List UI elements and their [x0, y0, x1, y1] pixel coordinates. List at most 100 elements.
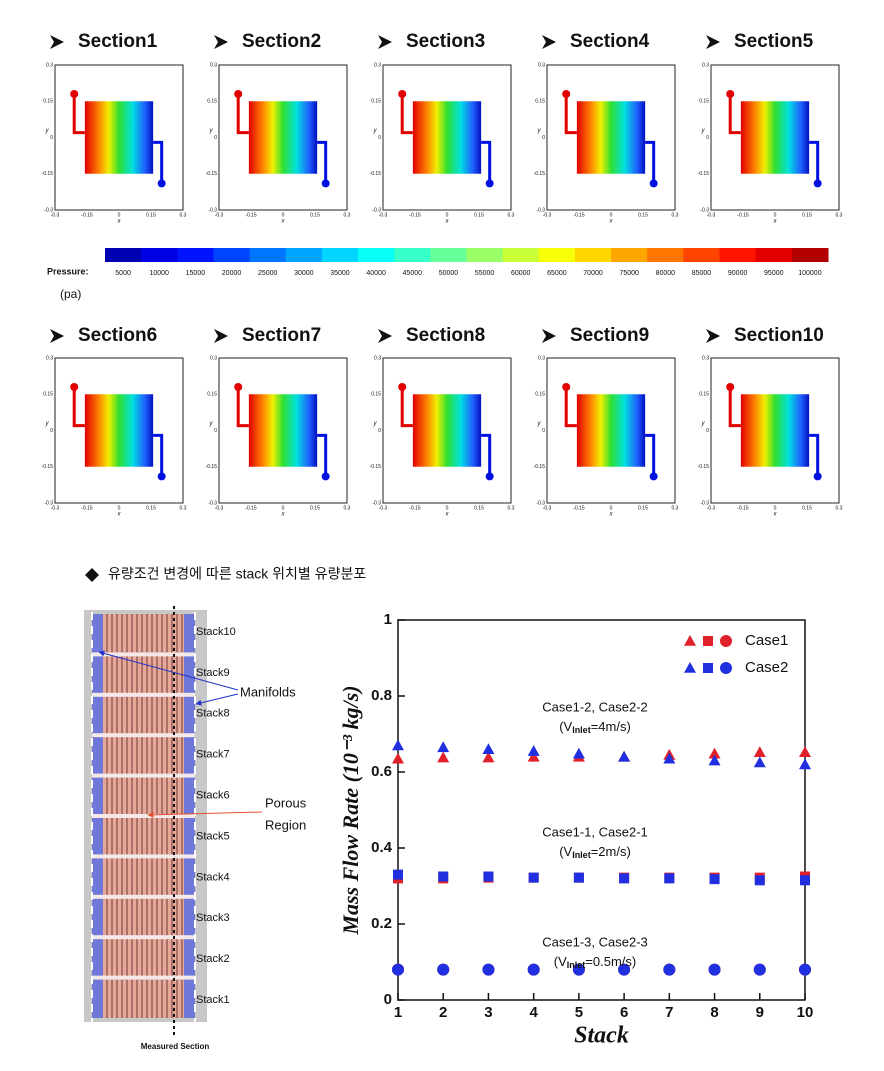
panel-x-tick: 0: [610, 505, 613, 511]
inlet-pipe: [564, 94, 577, 135]
marker-square: [619, 873, 630, 884]
panel-x-tick: 0: [118, 212, 121, 218]
colorbar-tick: 90000: [728, 270, 748, 277]
outlet-pipe: [153, 140, 164, 184]
legend-label: Case1: [745, 632, 788, 649]
marker-circle: [618, 963, 631, 976]
annotation-condition: (VInlet=0.5m/s): [554, 954, 636, 970]
colorbar-segment: [213, 248, 251, 262]
panel-x-label: x: [609, 219, 614, 225]
stack-label: Stack3: [196, 912, 230, 924]
x-tick-label: 1: [394, 1004, 402, 1021]
stack-divider: [92, 975, 195, 980]
colorbar-tick: 20000: [222, 270, 242, 277]
y-tick-label: 0.2: [371, 915, 392, 932]
contour-panel: -0.3-0.3 -0.15 -0.15 0 0 0.15 0.15 0.3 0.3 x y: [698, 62, 843, 224]
stack-label: Stack6: [196, 790, 230, 802]
panel-x-tick: -0.15: [81, 212, 93, 218]
condition-part: =0.5m/s): [585, 954, 636, 969]
outlet-pipe: [153, 433, 164, 477]
inlet: [398, 90, 407, 98]
panel-y-tick: 0: [50, 428, 53, 434]
y-tick-label: 0.8: [371, 687, 392, 704]
outlet: [157, 472, 166, 481]
panel-y-tick: -0.3: [700, 500, 709, 506]
porous-label: Porous: [265, 795, 307, 810]
title-arrow: [706, 35, 720, 49]
marker-circle: [720, 635, 732, 647]
manifold-arrow: [98, 650, 239, 691]
section-title: Section4: [570, 31, 650, 52]
colorbar-tick: 60000: [511, 270, 531, 277]
marker-square: [664, 873, 675, 884]
outlet-pipe: [481, 140, 492, 184]
panel-y-tick: 0.3: [374, 355, 381, 361]
colorbar-segment: [574, 248, 612, 262]
section-title: Section5: [734, 31, 814, 52]
panel-x-tick: -0.3: [379, 505, 388, 511]
outlet: [649, 179, 658, 188]
x-tick-label: 2: [439, 1004, 447, 1021]
marker-square: [573, 872, 584, 883]
x-tick-label: 8: [710, 1004, 718, 1021]
panel-x-tick: 0: [282, 212, 285, 218]
colorbar-segment: [611, 248, 648, 262]
panel-x-tick: -0.15: [409, 212, 421, 218]
colorbar-tick: 70000: [583, 270, 603, 277]
panel-x-label: x: [117, 219, 122, 225]
panel-y-tick: -0.3: [44, 500, 53, 506]
outlet-pipe: [645, 140, 656, 184]
marker-square: [438, 871, 449, 882]
marker-square: [703, 663, 713, 673]
panel-x-tick: 0: [282, 505, 285, 511]
marker-triangle: [482, 743, 495, 754]
marker-square: [800, 875, 810, 886]
condition-part: (V: [559, 844, 572, 859]
panel-y-tick: 0: [214, 135, 217, 141]
outlet: [485, 179, 494, 188]
panel-x-tick: 0.3: [344, 505, 351, 511]
panel-x-tick: -0.3: [215, 212, 224, 218]
marker-square: [754, 875, 765, 886]
section-title: Section9: [570, 325, 649, 346]
inlet-pipe: [728, 387, 741, 428]
panel-x-tick: 0.15: [802, 505, 812, 511]
stack-label: Stack2: [196, 953, 230, 965]
panel-x-tick: -0.15: [81, 505, 93, 511]
panel-x-label: x: [445, 512, 450, 518]
colorbar-segment: [177, 248, 214, 262]
panel-x-tick: -0.15: [573, 505, 585, 511]
panel-y-tick: -0.15: [698, 464, 710, 470]
stack-divider: [92, 733, 195, 738]
inlet-pipe: [72, 94, 85, 135]
marker-square: [393, 869, 403, 880]
stack-divider: [92, 692, 195, 697]
x-tick-label: 10: [797, 1004, 814, 1021]
contour-panel: -0.3-0.3 -0.15 -0.15 0 0 0.15 0.15 0.3 0.3 x y: [42, 62, 187, 224]
panel-y-tick: 0.3: [538, 62, 545, 68]
panel-x-tick: -0.3: [379, 212, 388, 218]
condition-part: =2m/s): [591, 844, 631, 859]
colorbar-segment: [502, 248, 540, 262]
colorbar-tick: 85000: [692, 270, 712, 277]
marker-triangle: [708, 754, 721, 766]
colorbar-tick: 50000: [439, 270, 459, 277]
marker-triangle: [392, 752, 404, 764]
title-arrow: [378, 35, 392, 49]
title-arrow: [214, 329, 228, 343]
panel-x-tick: -0.3: [51, 505, 60, 511]
pressure-field: [248, 101, 318, 174]
marker-triangle: [437, 741, 450, 753]
colorbar-tick: 30000: [294, 270, 314, 277]
panel-y-tick: -0.15: [42, 171, 54, 177]
manifolds-label: Manifolds: [240, 684, 296, 699]
contour-panel: -0.3-0.3 -0.15 -0.15 0 0 0.15 0.15 0.3 0.3 x y: [206, 355, 351, 517]
colorbar-tick: 40000: [366, 270, 386, 277]
section-title: Section7: [242, 325, 321, 346]
diagram: [84, 606, 207, 1038]
stack-label: Stack8: [196, 708, 230, 720]
y-axis-label: Mass Flow Rate (10⁻³ kg/s): [338, 685, 363, 935]
y-tick-label: 0.6: [371, 763, 392, 780]
inlet: [70, 383, 79, 391]
panel-y-tick: -0.15: [534, 171, 546, 177]
